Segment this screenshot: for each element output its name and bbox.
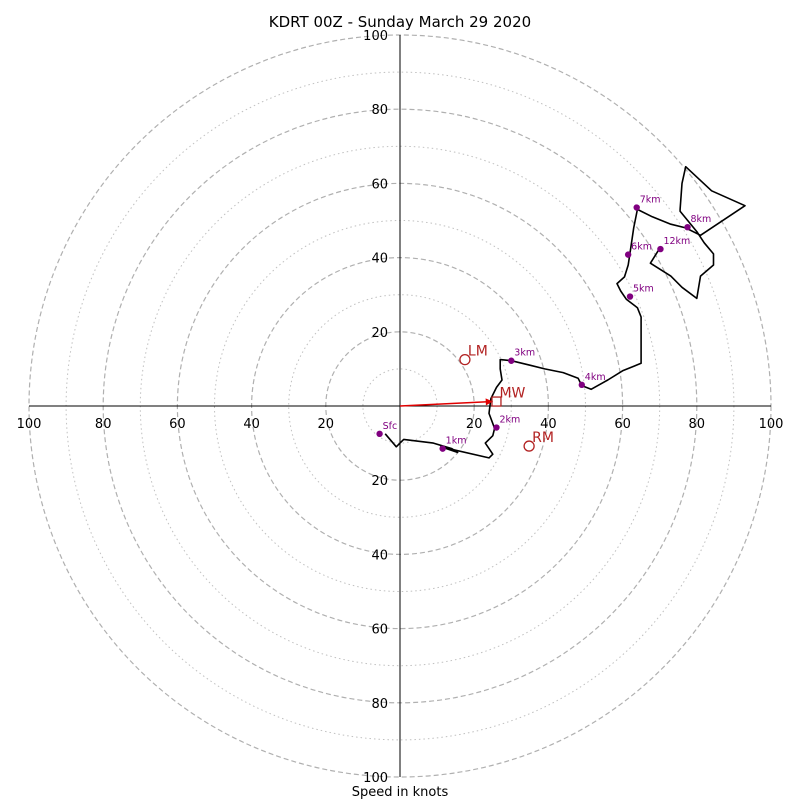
height-label-12km: 12km bbox=[663, 236, 690, 247]
x-axis-label: Speed in knots bbox=[352, 785, 449, 800]
height-label-6km: 6km bbox=[631, 242, 652, 253]
height-marker-12km bbox=[657, 245, 664, 253]
y-tick-label: 40 bbox=[371, 548, 388, 563]
storm-marker-lm bbox=[459, 353, 471, 366]
x-tick-label: 80 bbox=[689, 417, 706, 432]
x-tick-label: 20 bbox=[318, 417, 335, 432]
storm-label-lm: LM bbox=[468, 344, 488, 360]
height-label-sfc: Sfc bbox=[383, 421, 398, 432]
y-tick-label: 80 bbox=[371, 103, 388, 118]
storm-label-mw: MW bbox=[499, 386, 525, 402]
height-marker-sfc bbox=[376, 430, 383, 438]
height-marker-4km bbox=[578, 381, 585, 389]
height-label-4km: 4km bbox=[585, 372, 606, 383]
x-tick-label: 100 bbox=[759, 417, 784, 432]
y-tick-label: 60 bbox=[371, 623, 388, 638]
hodograph-trace-group bbox=[384, 165, 746, 459]
height-marker-1km bbox=[439, 445, 446, 452]
height-marker-5km bbox=[626, 293, 634, 300]
height-label-1km: 1km bbox=[446, 436, 467, 447]
x-tick-label: 60 bbox=[169, 417, 186, 432]
mean-wind-vector-group bbox=[399, 398, 493, 407]
x-tick-label: 40 bbox=[243, 417, 260, 432]
x-tick-label: 20 bbox=[466, 417, 483, 432]
y-tick-label: 20 bbox=[371, 326, 388, 341]
storm-motion-markers: LM MW RM bbox=[459, 344, 554, 452]
storm-label-rm: RM bbox=[532, 430, 554, 446]
y-tick-label: 100 bbox=[363, 771, 388, 786]
y-tick-label: 20 bbox=[371, 474, 388, 489]
hodograph-trace bbox=[384, 165, 746, 459]
height-marker-7km bbox=[633, 204, 640, 211]
y-tick-label: 100 bbox=[363, 29, 388, 44]
x-tick-label: 60 bbox=[614, 417, 631, 432]
height-marker-8km bbox=[684, 223, 691, 231]
storm-marker-mw bbox=[491, 396, 502, 407]
height-label-7km: 7km bbox=[640, 195, 661, 206]
tick-labels: 100 100 80 80 60 60 40 40 20 20 20 20 40 40 60 60 80 80 10… bbox=[17, 29, 784, 786]
storm-marker-rm bbox=[523, 440, 535, 452]
height-label-2km: 2km bbox=[499, 415, 520, 426]
x-tick-label: 40 bbox=[540, 417, 557, 432]
y-tick-label: 60 bbox=[371, 177, 388, 192]
height-marker-2km bbox=[493, 424, 500, 431]
chart-title: KDRT 00Z - Sunday March 29 2020 bbox=[269, 13, 531, 31]
height-label-8km: 8km bbox=[691, 214, 712, 225]
x-tick-label: 100 bbox=[17, 417, 42, 432]
height-marker-6km bbox=[624, 251, 632, 258]
height-label-5km: 5km bbox=[633, 284, 654, 295]
x-tick-label: 80 bbox=[95, 417, 112, 432]
mean-wind-vector bbox=[399, 400, 493, 407]
y-tick-label: 80 bbox=[371, 697, 388, 712]
height-label-3km: 3km bbox=[514, 348, 535, 359]
y-tick-label: 40 bbox=[371, 252, 388, 267]
height-marker-3km bbox=[508, 357, 515, 364]
mean-wind-arrowhead bbox=[485, 398, 493, 406]
